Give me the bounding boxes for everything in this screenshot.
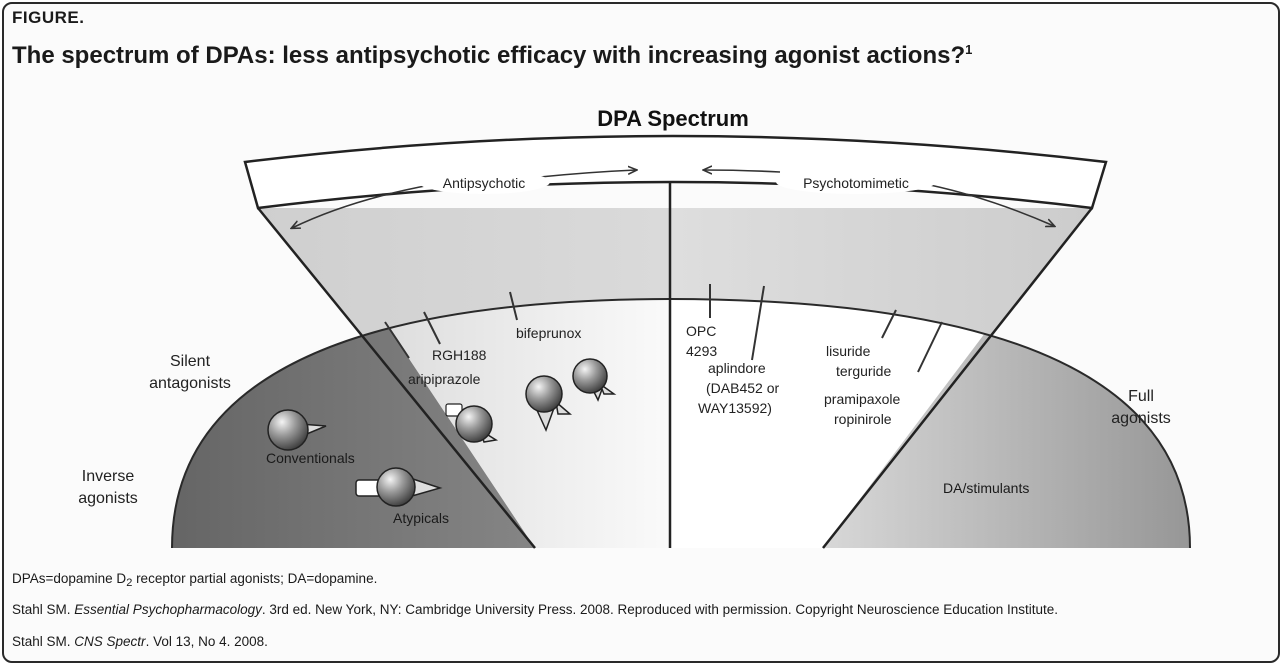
inverse-label-1: Inverse	[82, 468, 135, 485]
antipsychotic-label-bg	[418, 170, 550, 194]
silent-label-1: Silent	[170, 353, 211, 370]
agonist-white-region	[670, 300, 1010, 548]
drug-aplindore-1: aplindore	[708, 360, 766, 376]
antipsychotic-label: Antipsychotic	[443, 175, 525, 191]
figure-title-superscript: 1	[965, 42, 973, 57]
figure-label: FIGURE.	[12, 8, 85, 27]
bifeprunox-receptor-icon	[525, 375, 573, 432]
atypical-receptor-icon	[355, 467, 443, 507]
drug-tick-marks	[384, 284, 943, 373]
conventionals-label: Conventionals	[266, 450, 355, 466]
drug-aplindore-2: (DAB452 or	[706, 380, 779, 396]
psychotomimetic-label: Psychotomimetic	[803, 175, 909, 191]
drug-opc-2: 4293	[686, 343, 717, 359]
drug-ropinirole: ropinirole	[834, 411, 892, 427]
spectrum-title: DPA Spectrum	[597, 106, 749, 131]
psychotomimetic-label-bg	[776, 170, 936, 194]
left-wedge-edge	[257, 207, 536, 549]
da-stimulants-label: DA/stimulants	[943, 480, 1029, 496]
antipsychotic-arrow-right	[539, 170, 636, 178]
drug-pramipaxole: pramipaxole	[824, 391, 900, 407]
tick-1	[384, 321, 410, 359]
right-wedge-edge	[822, 207, 1093, 549]
figure-title-text: The spectrum of DPAs: less antipsychotic…	[12, 42, 966, 69]
footnote-abbreviations: DPAs=dopamine D2 receptor partial agonis…	[12, 571, 378, 589]
footnote-reference-2: Stahl SM. CNS Spectr. Vol 13, No 4. 2008…	[12, 634, 268, 649]
drug-terguride: terguride	[836, 363, 891, 379]
silent-label-2: antagonists	[149, 375, 231, 392]
conventional-receptor-icon	[267, 409, 327, 451]
tick-pramipaxole	[917, 321, 943, 373]
atypicals-label: Atypicals	[393, 510, 449, 526]
aripiprazole-receptor-icon	[445, 403, 499, 443]
tick-bifeprunox	[509, 291, 518, 321]
drug-aripiprazole: aripiprazole	[408, 371, 481, 387]
full-label-1: Full	[1128, 388, 1154, 405]
drug-opc-1: OPC	[686, 323, 716, 339]
inverse-label-2: agonists	[78, 490, 138, 507]
footnote-reference-1: Stahl SM. Essential Psychopharmacology. …	[12, 602, 1059, 617]
tick-rgh188	[423, 311, 441, 345]
psychotomimetic-arrow-right	[929, 184, 1054, 226]
full-label-2: agonists	[1111, 410, 1171, 427]
drug-aplindore-3: WAY13592)	[698, 400, 772, 416]
psychotomimetic-arrow-left	[704, 170, 781, 172]
figure-title: The spectrum of DPAs: less antipsychotic…	[12, 42, 972, 70]
drug-bifeprunox: bifeprunox	[516, 325, 581, 341]
partial-agonist-receptor-icon	[572, 358, 617, 402]
drug-lisuride: lisuride	[826, 343, 871, 359]
drug-rgh188: RGH188	[432, 347, 487, 363]
tick-lisuride	[881, 309, 897, 339]
tick-aplindore	[751, 285, 765, 361]
antipsychotic-arrow-left	[292, 184, 431, 228]
